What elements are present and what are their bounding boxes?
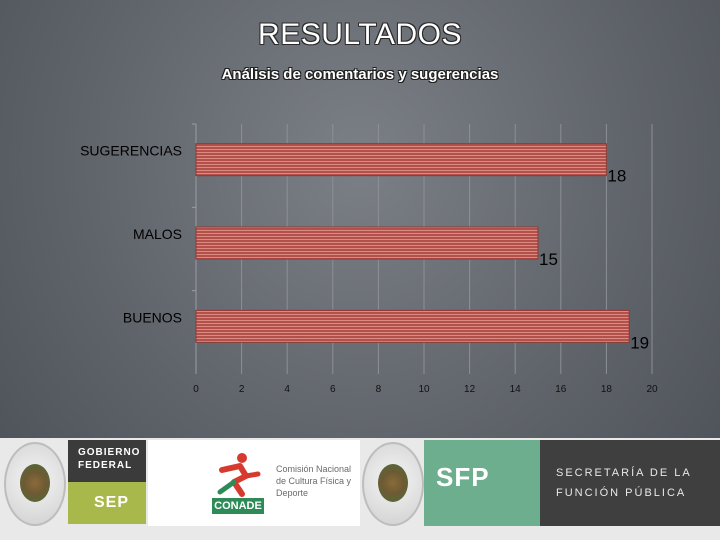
category-label-malos: MALOS (133, 226, 182, 242)
bar-outline-malos (195, 226, 539, 260)
secretaria-line1: SECRETARÍA DE LA (556, 467, 692, 479)
x-tick-label-20: 20 (646, 384, 658, 395)
bar-buenos (196, 310, 630, 343)
bar-malos (196, 227, 538, 259)
gobierno-federal-text: GOBIERNO FEDERAL (78, 446, 140, 472)
runner-icon (217, 453, 261, 497)
x-tick-label-10: 10 (418, 384, 430, 395)
x-tick-label-2: 2 (239, 384, 245, 395)
slide-subtitle: Análisis de comentarios y sugerencias (221, 66, 499, 83)
bar-outline-buenos (195, 309, 630, 343)
slide-title: RESULTADOS (258, 18, 462, 51)
bar-outline-sugerencias (195, 143, 607, 177)
x-tick-label-16: 16 (555, 384, 567, 395)
category-label-buenos: BUENOS (123, 309, 182, 325)
x-tick-label-12: 12 (464, 384, 476, 395)
bar-sugerencias (196, 143, 607, 176)
gobierno-line2: FEDERAL (78, 460, 133, 471)
gobierno-federal-block (68, 440, 146, 482)
x-tick-label-8: 8 (376, 384, 382, 395)
bar-chart: 0 2 4 6 8 10 12 14 16 18 20 SUGERENCIAS 18 MALOS 15 BUE… (80, 123, 658, 395)
sep-block (68, 482, 146, 524)
gobierno-line1: GOBIERNO (78, 447, 141, 458)
category-label-sugerencias: SUGERENCIAS (80, 143, 182, 159)
data-label-malos: 15 (539, 250, 558, 269)
sep-text: SEP (94, 494, 130, 511)
x-tick-label-0: 0 (193, 384, 199, 395)
secretaria-line2: FUNCIÓN PÚBLICA (556, 487, 687, 499)
national-seal-right (362, 442, 424, 526)
x-tick-label-14: 14 (510, 384, 522, 395)
secretaria-text: SECRETARÍA DE LA FUNCIÓN PÚBLICA (556, 463, 716, 503)
sfp-text: SFP (436, 462, 490, 492)
x-tick-label-4: 4 (284, 384, 290, 395)
national-seal-left (4, 442, 66, 526)
data-label-buenos: 19 (630, 333, 649, 352)
x-tick-label-18: 18 (601, 384, 613, 395)
x-tick-label-6: 6 (330, 384, 336, 395)
conade-name: Comisión Nacional de Cultura Física y De… (276, 464, 352, 498)
data-label-sugerencias: 18 (607, 167, 626, 186)
sfp-green-block (424, 440, 540, 526)
conade-wordmark: CONADE (212, 498, 264, 514)
